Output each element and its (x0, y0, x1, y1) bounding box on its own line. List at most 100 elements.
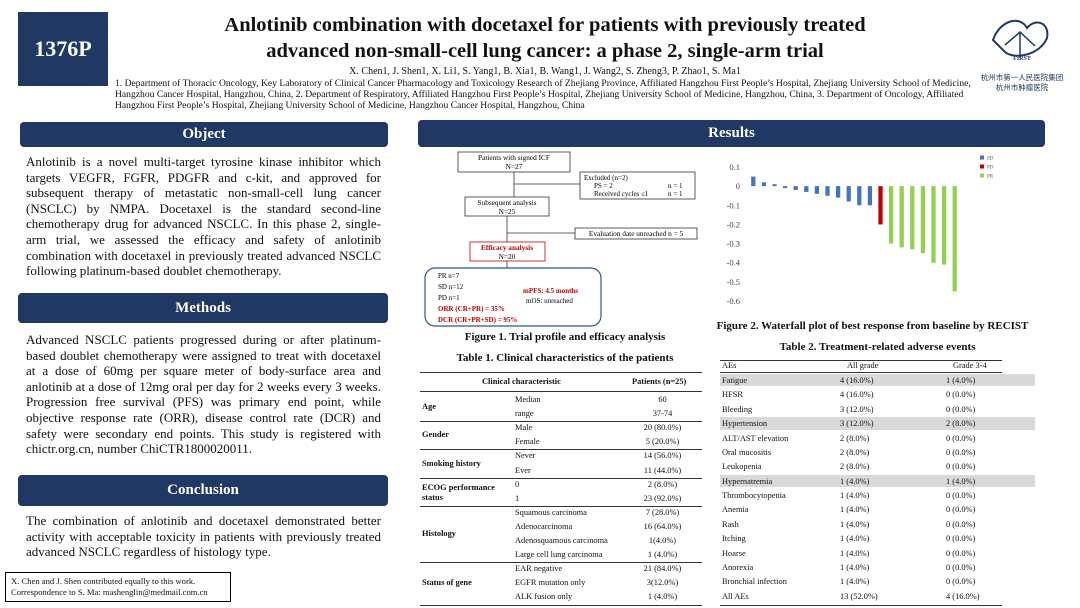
y-tick-label: -0.2 (727, 219, 740, 229)
table-cell: Ever (515, 465, 531, 475)
bar (941, 186, 947, 265)
bar (910, 186, 915, 250)
flow-text: mPFS: 4.5 months (523, 287, 578, 295)
section-heading: Conclusion (18, 475, 388, 506)
flow-text: Excluded (n=2) (584, 174, 628, 182)
table-cell: 0 (0.0%) (946, 447, 976, 457)
bar (814, 186, 820, 194)
table-cell: 11 (44.0%) (643, 465, 682, 475)
table-rule (420, 562, 702, 564)
bar (782, 186, 788, 189)
table: Clinical characteristic Patients (n=25) Ag… (420, 372, 702, 606)
table-cell: 0 (0.0%) (946, 562, 976, 572)
table-cell: 16 (64.0%) (643, 521, 682, 531)
table-rule (420, 391, 702, 392)
table-cell: 0 (0.0%) (946, 548, 976, 558)
row-highlight (720, 417, 1035, 430)
table-cell: Hypernatremia (722, 476, 773, 486)
y-tick-label: -0.1 (727, 200, 740, 210)
flow-text: N=25 (499, 207, 516, 216)
table-rule (420, 372, 702, 373)
table-cell: Bleeding (722, 404, 753, 414)
legend-label: PR (987, 175, 994, 180)
legend-swatch (980, 164, 984, 169)
table-cell: 1 (4.0%) (647, 550, 678, 560)
table-cell: EGFR mutation only (515, 578, 586, 588)
table-cell: 1 (4.0%) (647, 592, 678, 602)
flow-text: ORR (CR+PR) = 35% (438, 305, 505, 313)
flow-box (579, 171, 696, 200)
legend-swatch (980, 173, 984, 178)
bar (772, 184, 777, 187)
flow-text: Patients with signed ICF (478, 153, 550, 162)
logo-icon (991, 19, 1049, 57)
table-rule (720, 360, 1002, 361)
figure-caption: Figure 1. Trial profile and efficacy ana… (464, 331, 666, 343)
bar (857, 186, 862, 206)
table-cell: Median (515, 395, 541, 404)
table-cell: 0 (0.0%) (946, 519, 976, 529)
bar (931, 186, 936, 263)
table-cell: 5 (20.0%) (645, 437, 680, 447)
legend-label: SD (987, 157, 994, 162)
table-cell: Oral mucositis (722, 447, 772, 457)
table-cell: 3(12.0%) (646, 578, 679, 588)
flow-text: SD n=12 (438, 283, 464, 291)
table-cell: 20 (80.0%) (643, 423, 682, 433)
y-tick-label: -0.3 (727, 239, 740, 249)
table-cell: Male (515, 423, 533, 433)
table-cell: 1 (4.0%) (840, 562, 870, 572)
table-cell: 0 (515, 479, 520, 489)
table-cell: 3 (12.0%) (840, 419, 874, 429)
table-cell: 0 (0.0%) (946, 534, 976, 544)
flow-box (574, 227, 698, 240)
bar (867, 186, 873, 206)
table-cell: 3 (12.0%) (840, 404, 874, 414)
table-cell: ALK fusion only (515, 592, 573, 602)
footnote-line: X. Chen and J. Shen contributed equally … (11, 576, 196, 586)
table-cell: 2 (8.0%) (840, 462, 870, 472)
table-cell: 1(4.0%) (648, 536, 677, 545)
flow-text: DCR (CR+PR+SD) = 95% (438, 316, 517, 324)
bar (835, 186, 841, 198)
flow-box (469, 241, 546, 262)
table-rule (420, 449, 702, 451)
table-cell: EAR negative (515, 564, 563, 574)
y-tick-label: -0.5 (727, 277, 740, 287)
table-cell: 0 (0.0%) (946, 390, 976, 400)
bar (751, 176, 756, 187)
table-cell: Anemia (722, 505, 749, 515)
title-line: advanced non-small-cell lung cancer: a p… (266, 40, 824, 62)
row-group-label: Histology (422, 529, 456, 538)
table-cell: 0 (0.0%) (946, 404, 976, 414)
table-header: AEs (722, 361, 737, 370)
table-title: Table 1. Clinical characteristics of the… (456, 352, 674, 364)
section-body: The combination of anlotinib and docetax… (26, 513, 381, 560)
bar (899, 186, 904, 248)
legend-swatch (980, 155, 984, 160)
table-cell: 2 (8.0%) (946, 419, 976, 429)
legend-label: PD (987, 166, 994, 171)
logo-icon (1004, 30, 1036, 58)
table-rule (720, 605, 1002, 606)
table-cell: Squamous carcinoma (515, 507, 587, 517)
table: AEs All grade Grade 3-4 Fatigue 4 (16.0%) 1 (… (720, 360, 1035, 606)
table-cell: 0 (0.0%) (946, 433, 976, 443)
table-cell: Adenocarcinoma (515, 521, 573, 531)
row-highlight (720, 474, 1035, 487)
bar (920, 186, 926, 254)
flowchart: Patients with signed ICF N=27 Subsequent… (424, 151, 698, 327)
table-cell: 2 (8.0%) (840, 447, 870, 457)
table-cell: 7 (28.0%) (645, 507, 680, 517)
table-rule (720, 372, 1002, 373)
table-cell: Anorexia (722, 562, 754, 572)
table-cell: range (515, 409, 534, 419)
table-cell: HFSR (722, 390, 743, 400)
table-rule (420, 604, 702, 606)
section-heading: Object (20, 122, 388, 147)
table-cell: 0 (0.0%) (946, 577, 976, 587)
table-rule (420, 505, 702, 507)
table-cell: Adenosquamous carcinoma (515, 536, 608, 545)
flow-text: N=27 (506, 162, 523, 171)
